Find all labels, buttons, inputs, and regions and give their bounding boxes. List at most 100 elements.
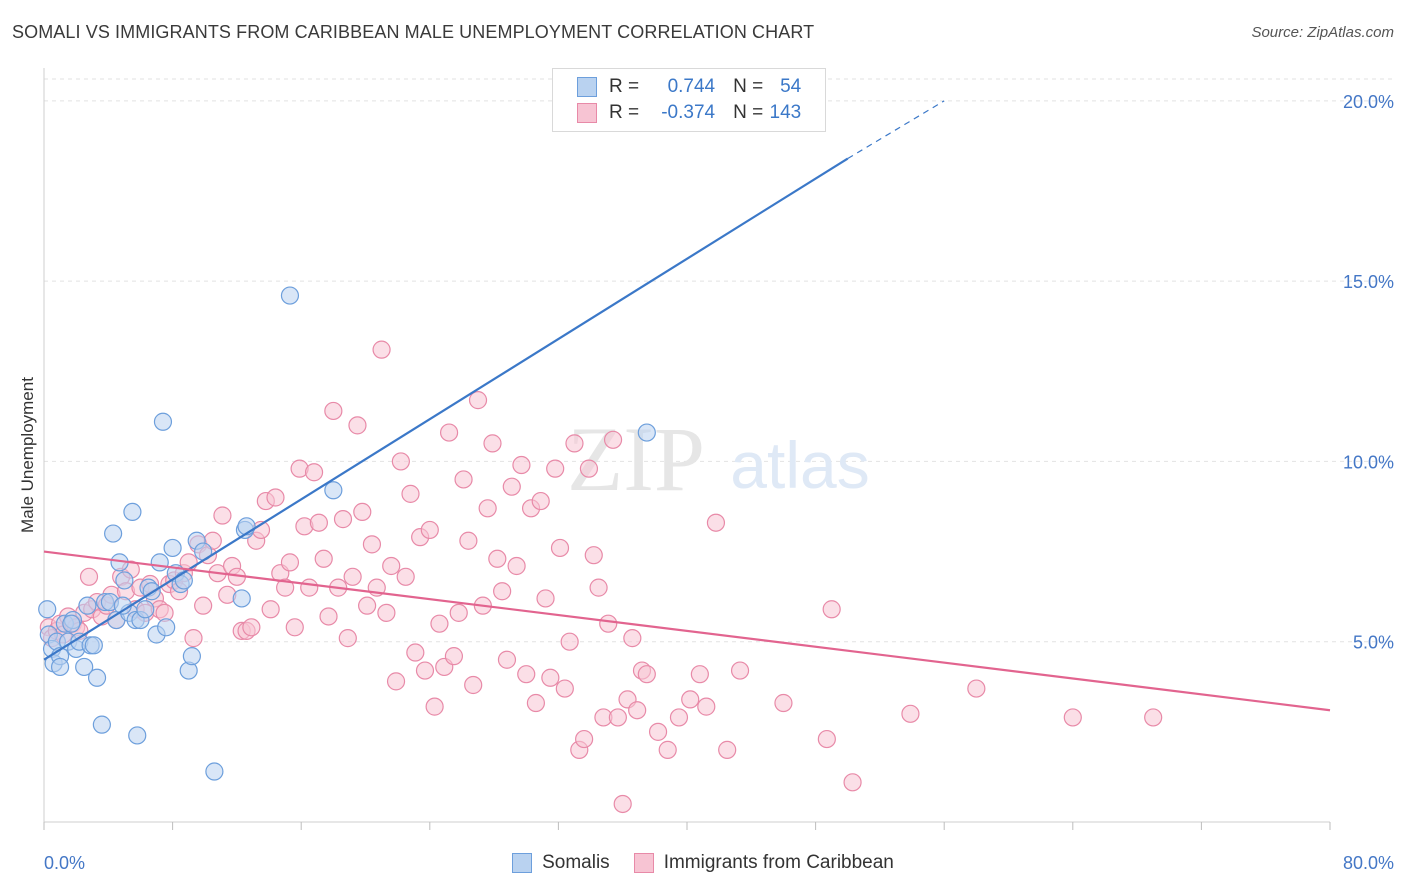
caribbean-point <box>280 553 300 572</box>
caribbean-point <box>718 740 737 759</box>
axes <box>43 68 1331 830</box>
caribbean-point <box>194 596 213 615</box>
caribbean-point <box>546 459 565 478</box>
caribbean-point <box>285 618 304 637</box>
caribbean-point <box>377 603 396 622</box>
legend-row-somalis: R = 0.744 N = 54 <box>577 75 801 99</box>
caribbean-point <box>444 647 464 666</box>
legend-label-caribbean: Immigrants from Caribbean <box>663 852 894 873</box>
caribbean-point <box>468 391 488 410</box>
legend-swatch-somalis <box>577 77 597 97</box>
caribbean-point <box>406 643 425 662</box>
caribbean-point <box>343 567 362 586</box>
somalis-point <box>153 412 173 431</box>
caribbean-point <box>526 693 545 713</box>
caribbean-point <box>1063 708 1082 727</box>
legend-item-somalis[interactable]: Somalis <box>512 852 610 874</box>
caribbean-point <box>648 722 668 741</box>
caribbean-point <box>565 434 584 453</box>
caribbean-point <box>690 665 709 684</box>
caribbean-point <box>658 740 677 759</box>
somalis-point <box>637 423 656 442</box>
caribbean-point <box>584 546 603 565</box>
y-tick-label: 5.0% <box>1353 633 1394 653</box>
somalis-point <box>324 481 343 500</box>
caribbean-point <box>623 629 642 648</box>
caribbean-point <box>483 434 502 453</box>
watermark-zip: ZIP <box>567 408 705 510</box>
caribbean-trend-line <box>43 550 1331 712</box>
caribbean-point <box>304 463 324 482</box>
somalis-point <box>84 636 103 655</box>
y-tick-label: 20.0% <box>1343 92 1394 112</box>
caribbean-point <box>531 491 550 511</box>
legend-swatch-caribbean <box>633 853 654 873</box>
legend-item-caribbean[interactable]: Immigrants from Caribbean <box>633 852 894 874</box>
somalis-point <box>157 618 176 637</box>
legend-n-value: 143 <box>769 102 802 123</box>
caribbean-point <box>213 506 232 525</box>
caribbean-point <box>603 430 623 449</box>
tick-labels: 5.0% 10.0% 15.0% 20.0% 0.0% 80.0% <box>44 92 1394 873</box>
caribbean-point <box>430 614 449 633</box>
somalis-point <box>87 668 107 687</box>
somalis-point <box>75 657 94 677</box>
caribbean-point <box>901 704 920 723</box>
caribbean-point <box>774 693 793 713</box>
caribbean-point <box>669 708 689 727</box>
caribbean-point <box>338 629 357 648</box>
caribbean-point <box>386 672 406 691</box>
caribbean-point <box>454 470 473 489</box>
caribbean-point <box>353 502 372 522</box>
legend-n-label: N = <box>733 102 764 123</box>
somalis-trend-line <box>43 157 849 661</box>
caribbean-point <box>706 513 726 532</box>
caribbean-point <box>817 729 836 749</box>
caribbean-point <box>382 556 401 576</box>
caribbean-point <box>575 729 594 749</box>
series-legend: Somalis Immigrants from Caribbean <box>0 852 1406 874</box>
somalis-point <box>232 589 251 608</box>
caribbean-point <box>536 589 555 608</box>
caribbean-point <box>730 661 750 680</box>
watermark: ZIP atlas <box>567 408 870 510</box>
somalis-point <box>123 502 142 522</box>
caribbean-point <box>372 340 391 359</box>
legend-r-label: R = <box>609 102 640 123</box>
caribbean-point <box>459 531 478 550</box>
somalis-point <box>50 657 70 677</box>
caribbean-point <box>420 520 439 540</box>
caribbean-point <box>79 567 99 586</box>
caribbean-point <box>396 567 415 586</box>
legend-swatch-caribbean <box>577 103 597 123</box>
y-tick-label: 10.0% <box>1343 452 1394 472</box>
caribbean-point <box>391 452 410 471</box>
caribbean-point <box>681 690 700 709</box>
caribbean-point <box>319 607 338 626</box>
series-somalis-points <box>38 102 750 781</box>
caribbean-point <box>550 538 570 558</box>
caribbean-point <box>449 603 468 622</box>
caribbean-point <box>425 697 444 716</box>
caribbean-point <box>261 600 280 619</box>
somalis-point <box>104 524 123 543</box>
caribbean-point <box>1144 708 1163 727</box>
caribbean-point <box>628 701 647 720</box>
caribbean-point <box>439 423 459 442</box>
somalis-point <box>174 571 193 590</box>
caribbean-point <box>497 650 517 669</box>
caribbean-point <box>276 578 295 597</box>
caribbean-point <box>348 416 367 435</box>
legend-n-value: 54 <box>780 76 802 97</box>
caribbean-point <box>478 499 497 518</box>
caribbean-point <box>464 675 483 695</box>
caribbean-point <box>333 510 353 529</box>
caribbean-point <box>589 578 608 597</box>
correlation-legend: R = 0.744 N = 54 R = -0.374 N = 143 <box>552 68 826 132</box>
caribbean-point <box>309 513 328 532</box>
somalis-point <box>163 538 182 558</box>
caribbean-point <box>637 665 656 684</box>
somalis-point <box>280 286 300 305</box>
caribbean-point <box>488 549 507 568</box>
caribbean-point <box>512 455 531 475</box>
